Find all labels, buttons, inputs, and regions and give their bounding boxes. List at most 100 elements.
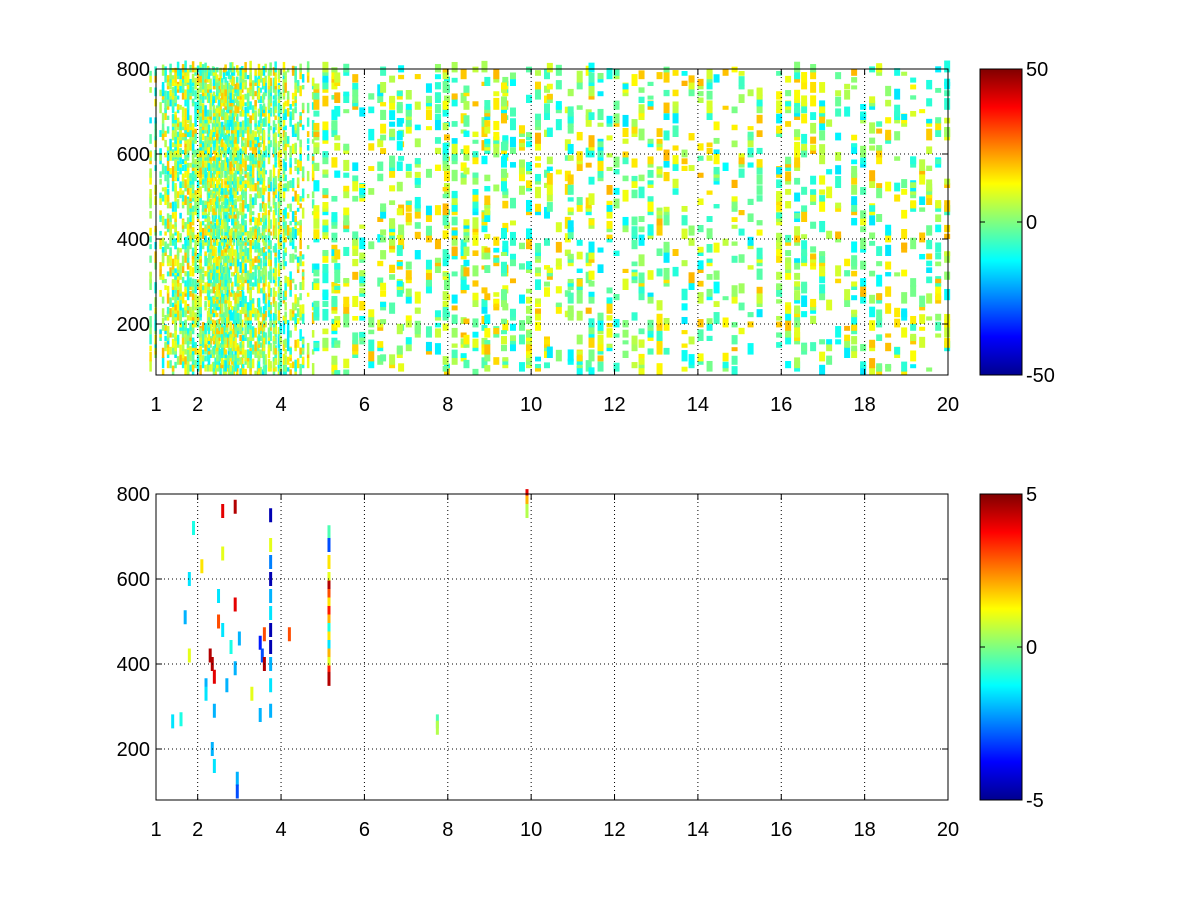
heatmap-cell [810, 81, 817, 93]
heatmap-cell [944, 98, 951, 110]
heatmap-cell [756, 286, 763, 294]
heatmap-cell [259, 170, 262, 182]
heatmap-cell [219, 356, 222, 362]
heatmap-cell [463, 267, 470, 277]
heatmap-cell [697, 91, 704, 97]
heatmap-cell [184, 195, 187, 205]
heatmap-cell [194, 129, 197, 141]
heatmap-cell [414, 231, 421, 239]
heatmap-cell [212, 262, 216, 270]
heatmap-cell [722, 352, 729, 362]
heatmap-cell [249, 76, 252, 83]
heatmap-cell [222, 126, 226, 134]
heatmap-cell [869, 366, 876, 375]
heatmap-cell [236, 245, 239, 256]
heatmap-cell [405, 277, 412, 284]
heatmap-cell [463, 284, 470, 290]
heatmap-cell [274, 139, 277, 144]
heatmap-cell [212, 74, 216, 86]
heatmap-cell [555, 80, 562, 90]
heatmap-cell [264, 332, 267, 345]
heatmap-cell [747, 236, 754, 246]
heatmap-cell [286, 68, 290, 73]
heatmap-cell [663, 149, 670, 161]
heatmap-cell [251, 282, 255, 287]
heatmap-cell [191, 98, 195, 103]
heatmap-cell [269, 125, 272, 131]
heatmap-cell [294, 85, 297, 97]
heatmap-cell [663, 160, 670, 168]
heatmap-cell [174, 241, 177, 246]
heatmap-cell [697, 78, 704, 86]
heatmap-cell [222, 188, 226, 195]
heatmap-cell [169, 138, 172, 151]
heatmap-cell [500, 112, 507, 124]
heatmap-cell [274, 98, 277, 107]
heatmap-cell [262, 143, 266, 151]
heatmap-cell [267, 347, 271, 355]
heatmap-cell [219, 324, 222, 335]
heatmap-cell [244, 236, 247, 243]
heatmap-cell [534, 156, 541, 161]
heatmap-cell [274, 254, 277, 260]
heatmap-cell [259, 349, 262, 355]
heatmap-cell [647, 329, 654, 335]
x-tick-label: 16 [770, 394, 792, 416]
heatmap-cell [368, 166, 375, 171]
heatmap-cell [239, 148, 242, 154]
heatmap-cell [191, 288, 195, 294]
heatmap-cell [244, 220, 247, 226]
heatmap-cell [713, 149, 720, 154]
heatmap-cell [414, 320, 421, 331]
heatmap-cell [244, 183, 247, 188]
heatmap-cell [191, 325, 195, 331]
heatmap-cell [241, 168, 244, 175]
heatmap-cell [801, 186, 808, 195]
heatmap-cell [212, 67, 216, 73]
heatmap-cell [224, 76, 227, 83]
heatmap-cell [169, 98, 172, 107]
heatmap-cell [227, 160, 231, 171]
heatmap-cell [389, 302, 396, 314]
heatmap-cell [443, 170, 450, 182]
heatmap-cell [164, 222, 167, 229]
heatmap-cell [229, 161, 232, 171]
heatmap-cell [277, 276, 281, 287]
heatmap-cell [267, 295, 271, 307]
heatmap-cell [209, 234, 212, 239]
heatmap-cell [343, 213, 350, 226]
heatmap-cell [756, 114, 763, 124]
heatmap-cell [776, 285, 783, 297]
heatmap-cell [214, 254, 217, 263]
heatmap-cell [199, 141, 202, 148]
heatmap-cell [189, 125, 192, 137]
heatmap-cell [434, 164, 441, 171]
heatmap-cell [311, 139, 315, 144]
heatmap-cell [161, 246, 165, 253]
heatmap-cell [277, 331, 281, 338]
heatmap-cell [159, 215, 162, 222]
heatmap-cell [451, 143, 458, 154]
heatmap-cell [244, 349, 247, 362]
heatmap-cell [191, 344, 195, 352]
heatmap-cell [194, 116, 197, 127]
heatmap-cell [262, 92, 266, 100]
heatmap-cell [239, 124, 242, 134]
heatmap-cell [181, 191, 185, 202]
heatmap-cell [869, 170, 876, 182]
heatmap-cell [174, 259, 177, 267]
heatmap-cell [425, 100, 432, 107]
heatmap-cell [189, 212, 192, 222]
heatmap-cell [810, 112, 817, 120]
heatmap-cell [860, 292, 867, 304]
heatmap-cell [199, 186, 202, 195]
heatmap-cell [176, 310, 180, 321]
heatmap-cell [313, 263, 320, 270]
heatmap-cell [174, 183, 177, 192]
heatmap-cell [396, 181, 403, 192]
heatmap-cell [149, 211, 152, 219]
heatmap-cell [564, 249, 571, 256]
heatmap-cell [207, 299, 211, 304]
heatmap-cell [249, 310, 252, 321]
heatmap-cell [380, 290, 387, 297]
